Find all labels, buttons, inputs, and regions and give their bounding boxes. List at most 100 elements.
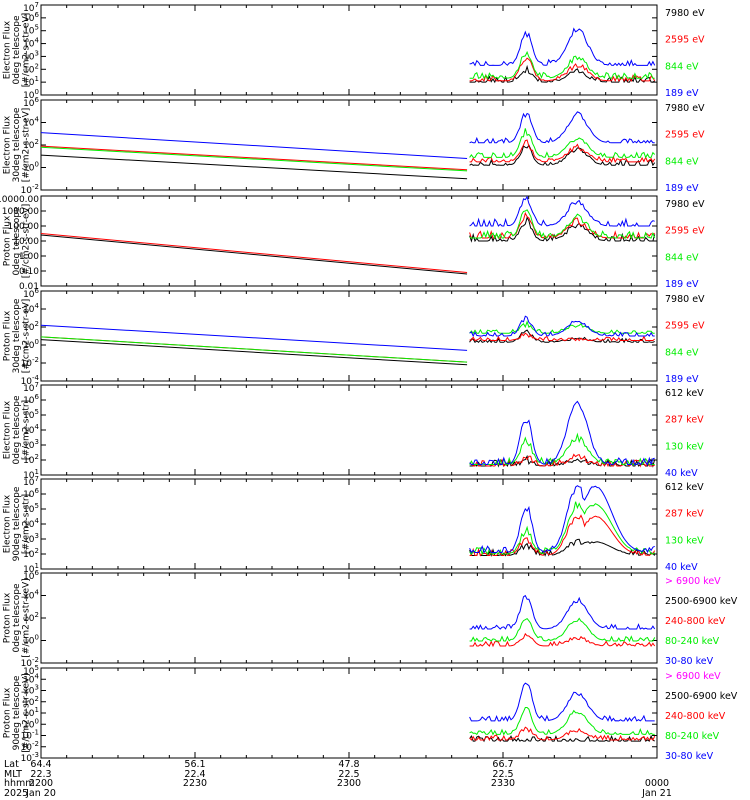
- series-line: [40, 145, 468, 171]
- y-axis-label: TEDElectron Flux0deg telescope[#/cm2-s-s…: [0, 13, 32, 88]
- y-axis-label: TEDProton Flux30deg telescope[#/cm2-s-st…: [0, 298, 32, 373]
- plot-frame: [40, 290, 658, 382]
- plot-frame: [40, 572, 658, 664]
- x-tick-label: 22.5: [492, 769, 513, 780]
- x-tick-label: 22.5: [338, 769, 359, 780]
- legend-entry: 80-240 keV: [665, 636, 720, 647]
- legend-entry: > 6900 keV: [665, 576, 721, 587]
- series-line: [469, 632, 656, 648]
- series-line: [469, 726, 656, 742]
- y-axis-label: MEPEDProton Flux0deg telescope[#/cm2-s-s…: [0, 578, 32, 657]
- series-line: [469, 514, 656, 557]
- series-line: [469, 27, 656, 67]
- x-tick-label: 2230: [183, 778, 207, 789]
- legend-entry: 240-800 keV: [665, 616, 726, 627]
- legend-entry: 2595 eV: [665, 321, 705, 332]
- series-line: [469, 682, 655, 722]
- legend-entry: 240-800 keV: [665, 711, 726, 722]
- legend-entry: 130 keV: [665, 535, 704, 546]
- series-line: [469, 50, 655, 80]
- series-line: [40, 324, 468, 351]
- y-tick-label: 0.01: [19, 282, 39, 292]
- series-line: [469, 400, 655, 467]
- series-line: [469, 139, 656, 164]
- y-axis-label: MEPEDElectron Flux90deg telescope[#/cm2-…: [0, 486, 32, 561]
- y-tick-label: 1000.00: [2, 207, 39, 217]
- x-tick-label: 22.4: [184, 769, 205, 780]
- y-tick-label: 10.00: [13, 237, 39, 247]
- y-tick-label: 0.10: [19, 267, 39, 277]
- x-row-label: Lat: [4, 759, 19, 770]
- legend-entry: 844 eV: [665, 347, 699, 358]
- series-line: [469, 332, 656, 342]
- legend-entry: 844 eV: [665, 252, 699, 263]
- series-line: [40, 336, 468, 363]
- series-line: [469, 538, 656, 557]
- legend-entry: 2595 eV: [665, 130, 705, 141]
- series-line: [469, 432, 655, 466]
- legend-entry: 7980 eV: [665, 199, 705, 210]
- legend-entry: 2595 eV: [665, 226, 705, 237]
- y-tick-label: 10000.00: [0, 195, 39, 205]
- legend-entry: 40 keV: [665, 468, 698, 479]
- legend-entry: 287 keV: [665, 415, 704, 426]
- x-tick-label: 47.8: [338, 759, 359, 770]
- legend-entry: 7980 eV: [665, 103, 705, 114]
- series-line: [40, 234, 468, 275]
- plot-frame: [40, 384, 658, 476]
- legend-entry: 2595 eV: [665, 35, 705, 46]
- legend-entry: > 6900 keV: [665, 671, 721, 682]
- series-line: [469, 707, 655, 736]
- legend-entry: 7980 eV: [665, 294, 705, 305]
- series-line: [469, 111, 655, 144]
- y-axis-label: TEDElectron Flux30deg telescope[#/cm2-s-…: [0, 107, 32, 182]
- legend-entry: 844 eV: [665, 61, 699, 72]
- series-line: [469, 617, 656, 643]
- x-tick-label: Jan 21: [641, 788, 672, 799]
- series-line: [40, 233, 468, 273]
- legend-entry: 189 eV: [665, 88, 699, 99]
- series-line: [469, 128, 656, 159]
- x-row-label: 2025: [4, 788, 28, 799]
- series-line: [469, 501, 655, 556]
- x-row-label: hhmm: [4, 778, 35, 789]
- legend-entry: 612 keV: [665, 388, 704, 399]
- panel-3: 0.01 0.10 1.00 10.00 100.00 1000.00 10000.00TE…: [0, 195, 705, 292]
- legend-entry: 40 keV: [665, 562, 698, 573]
- legend-entry: 80-240 keV: [665, 731, 720, 742]
- series-line: [469, 57, 656, 83]
- series-line: [40, 132, 468, 159]
- legend-entry: 2500-6900 keV: [665, 596, 738, 607]
- legend-entry: 189 eV: [665, 279, 699, 290]
- y-axis-label: TEDProton Flux0deg telescope[#/cm2-s-str…: [0, 204, 32, 279]
- x-tick-label: 66.7: [492, 759, 513, 770]
- legend-entry: 7980 eV: [665, 8, 705, 19]
- series-line: [469, 594, 656, 631]
- legend-entry: 189 eV: [665, 374, 699, 385]
- x-row-label: MLT: [4, 769, 22, 780]
- series-line: [40, 339, 468, 366]
- x-tick-label: 2200: [29, 778, 53, 789]
- y-tick-label: 100.00: [8, 222, 40, 232]
- series-line: [469, 734, 655, 743]
- panel-8: 10-310-210-1100101102103104105MEPEDProto…: [0, 664, 738, 764]
- x-tick-label: Jan 20: [25, 788, 56, 799]
- plot-frame: [40, 195, 658, 287]
- x-tick-label: 56.1: [184, 759, 205, 770]
- x-tick-label: 0000: [645, 778, 669, 789]
- series-line: [469, 485, 655, 554]
- legend-entry: 30-80 keV: [665, 656, 714, 667]
- series-line: [40, 146, 468, 172]
- legend-entry: 844 eV: [665, 156, 699, 167]
- series-line: [469, 216, 656, 243]
- plot-frame: [40, 667, 658, 759]
- legend-entry: 130 keV: [665, 441, 704, 452]
- legend-entry: 287 keV: [665, 509, 704, 520]
